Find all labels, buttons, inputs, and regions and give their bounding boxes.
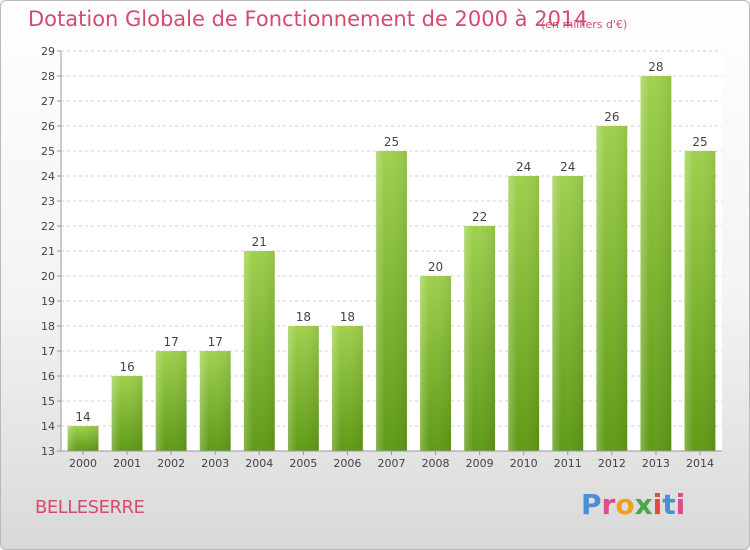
y-tick-label: 29	[41, 45, 55, 58]
y-tick-label: 20	[41, 270, 55, 283]
x-tick-label: 2010	[510, 457, 538, 470]
data-labels: 14 16 17 17 21 18 18 25 20 22 24 24 26 28 25	[75, 60, 707, 424]
y-tick-label: 15	[41, 395, 55, 408]
x-tick-label: 2002	[157, 457, 185, 470]
bar-shine	[508, 176, 540, 451]
x-tick-label: 2001	[113, 457, 141, 470]
y-tick-label: 26	[41, 120, 55, 133]
x-tick-label: 2014	[686, 457, 714, 470]
logo-letter: P	[581, 488, 602, 521]
x-tick-label: 2003	[201, 457, 229, 470]
x-tick-label: 2007	[378, 457, 406, 470]
proxiti-logo[interactable]: Proxiti	[581, 488, 685, 521]
data-label: 20	[428, 260, 443, 274]
x-tick-label: 2013	[642, 457, 670, 470]
bar-shine	[464, 226, 496, 451]
data-label: 18	[296, 310, 311, 324]
bar-shine	[420, 276, 451, 451]
logo-letter: i	[675, 488, 686, 521]
y-tick-label: 19	[41, 295, 55, 308]
y-tick-label: 18	[41, 320, 55, 333]
logo-letter: o	[615, 488, 635, 521]
x-tick-label: 2004	[245, 457, 273, 470]
data-label: 25	[692, 135, 707, 149]
y-tick-label: 16	[41, 370, 55, 383]
bars	[67, 76, 716, 451]
chart-subtitle: (en milliers d'€)	[541, 18, 628, 31]
y-tick-label: 23	[41, 195, 55, 208]
bar-shine	[67, 426, 99, 451]
x-tick-label: 2012	[598, 457, 626, 470]
y-tick-label: 21	[41, 245, 55, 258]
bar-shine	[596, 126, 628, 451]
data-label: 17	[164, 335, 179, 349]
y-tick-label: 25	[41, 145, 55, 158]
data-label: 22	[472, 210, 487, 224]
x-tick-label: 2000	[69, 457, 97, 470]
y-tick-label: 24	[41, 170, 55, 183]
bar-shine	[552, 176, 584, 451]
data-label: 17	[208, 335, 223, 349]
data-label: 28	[648, 60, 663, 74]
y-tick-label: 28	[41, 70, 55, 83]
commune-name: BELLESERRE	[35, 497, 145, 518]
logo-letter: r	[601, 488, 616, 521]
x-axis-tick-labels: 2000 2001 2002 2003 2004 2005 2006 2007 2008 2009…	[69, 451, 714, 470]
logo-letter: x	[634, 488, 653, 521]
logo-letter: t	[662, 488, 676, 521]
y-axis-tick-labels: 13 14 15 16 17 18 19 20 21 22 23 24 25 26 27 28 29	[41, 45, 55, 458]
data-label: 16	[119, 360, 134, 374]
data-label: 18	[340, 310, 355, 324]
logo-letter: i	[652, 488, 663, 521]
data-label: 21	[252, 235, 267, 249]
y-tick-label: 22	[41, 220, 55, 233]
bar-shine	[155, 351, 187, 451]
x-tick-label: 2005	[289, 457, 317, 470]
bar-shine	[287, 326, 319, 451]
data-label: 14	[75, 410, 90, 424]
bar-shine	[243, 251, 275, 451]
bar-shine	[111, 376, 143, 451]
x-tick-label: 2006	[333, 457, 361, 470]
chart-title: Dotation Globale de Fonctionnement de 20…	[28, 7, 588, 31]
y-tick-label: 13	[41, 445, 55, 458]
data-label: 26	[604, 110, 619, 124]
y-tick-label: 14	[41, 420, 55, 433]
y-tick-label: 17	[41, 345, 55, 358]
bar-shine	[640, 76, 672, 451]
x-tick-label: 2009	[466, 457, 494, 470]
data-label: 25	[384, 135, 399, 149]
x-tick-label: 2011	[554, 457, 582, 470]
bar-shine	[199, 351, 231, 451]
bar-shine	[376, 151, 407, 451]
data-label: 24	[560, 160, 575, 174]
data-label: 24	[516, 160, 531, 174]
bar-shine	[332, 326, 363, 451]
x-tick-label: 2008	[422, 457, 450, 470]
bar-shine	[684, 151, 716, 451]
y-tick-label: 27	[41, 95, 55, 108]
